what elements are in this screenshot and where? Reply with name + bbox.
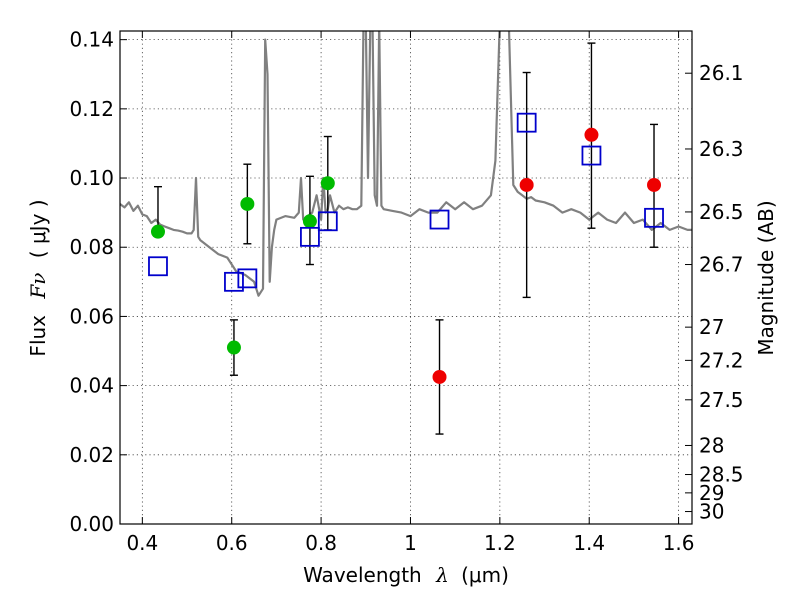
observed-point-red: [647, 177, 662, 192]
y2-tick-label: 28.5: [699, 463, 744, 487]
x-tick-label: 1: [404, 531, 417, 555]
y2-tick-label: 27.2: [699, 348, 744, 372]
model-spectrum-line: [120, 31, 692, 297]
model-flux-square: [300, 226, 320, 247]
y-tick-label: 0.00: [69, 512, 114, 536]
y2-axis-label: Magnitude (AB): [754, 200, 778, 355]
x-tick-label: 0.8: [305, 531, 337, 555]
x-axis-symbol: λ: [435, 563, 449, 587]
y-axis-symbol: Fν: [26, 273, 50, 300]
observed-point-green: [226, 340, 241, 355]
observed-point-red: [519, 177, 534, 192]
y-tick-label: 0.02: [69, 443, 114, 467]
y-tick-label: 0.04: [69, 374, 114, 398]
x-tick-label: 1.6: [663, 531, 695, 555]
y2-tick-label: 29: [699, 481, 724, 505]
plot-frame: [119, 30, 693, 525]
y2-tick-label: 26.7: [699, 253, 744, 277]
observed-point-green: [302, 214, 317, 229]
x-tick-label: 1.4: [573, 531, 605, 555]
y2-tick-label: 27.5: [699, 388, 744, 412]
y-axis-label: Flux Fν ( μJy ): [26, 199, 50, 356]
y2-tick-label: 27: [699, 315, 724, 339]
model-flux-square: [317, 211, 338, 232]
x-axis-label: Wavelength λ (μm): [303, 563, 509, 587]
model-flux-square: [581, 145, 602, 166]
x-tick-label: 0.6: [216, 531, 248, 555]
y2-tick-label: 28: [699, 433, 724, 457]
model-flux-square: [148, 256, 168, 277]
y-axis-label-text: Flux: [26, 315, 50, 357]
model-flux-square: [644, 207, 664, 228]
y-tick-label: 0.06: [69, 304, 114, 328]
plot-area: [120, 31, 692, 435]
model-flux-square: [237, 268, 258, 289]
observed-point-green: [150, 224, 165, 239]
y-axis-unit: ( μJy ): [26, 199, 50, 258]
observed-point-green: [320, 176, 335, 191]
model-flux-square: [224, 271, 244, 292]
x-tick-label: 0.4: [126, 531, 158, 555]
grid-layer: [120, 31, 692, 525]
y-tick-label: 0.14: [69, 28, 114, 52]
observed-point-green: [240, 196, 255, 211]
model-flux-square: [516, 112, 537, 133]
y-tick-label: 0.12: [69, 97, 114, 121]
y2-tick-label: 26.1: [699, 61, 744, 85]
y2-tick-label: 26.5: [699, 200, 744, 224]
observed-point-red: [584, 127, 599, 142]
model-flux-square: [429, 209, 450, 230]
x-axis-unit: (μm): [461, 563, 509, 587]
y-tick-label: 0.10: [69, 166, 114, 190]
x-axis-label-text: Wavelength: [303, 563, 422, 587]
y2-tick-label: 30: [699, 500, 724, 524]
x-tick-label: 1.2: [484, 531, 516, 555]
observed-point-red: [432, 369, 447, 384]
y2-tick-label: 26.3: [699, 137, 744, 161]
y-tick-label: 0.08: [69, 235, 114, 259]
tick-layer: 0.4 0.6 0.8 1 1.2 1.4 1.6 0.00 0.02 0.04 0.06 0.08 0…: [69, 28, 743, 555]
